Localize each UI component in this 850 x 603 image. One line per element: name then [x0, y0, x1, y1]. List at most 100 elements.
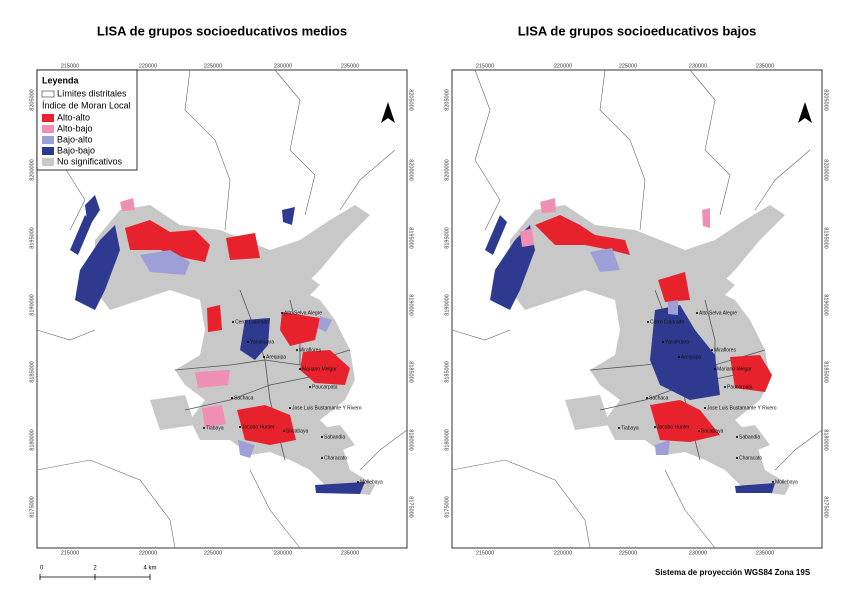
place-label: Jose Luis Bustamante Y Rivero	[292, 405, 362, 411]
y-coord-label: 8190000	[408, 294, 414, 315]
legend-label: Alto-bajo	[57, 123, 93, 133]
place-dot	[724, 386, 726, 388]
y-coord-label: 8185000	[444, 361, 450, 382]
place-dot	[736, 436, 738, 438]
place-label: Paucarpata	[312, 384, 338, 390]
place-label: Characato	[324, 455, 347, 461]
y-coord-label: 8175000	[444, 496, 450, 517]
y-coord-label: 8185000	[823, 361, 829, 382]
place-label: Cerro Colorado	[235, 319, 269, 325]
y-coord-label: 8200000	[408, 159, 414, 180]
x-coord-label: 215000	[61, 63, 79, 69]
y-coord-label: 8180000	[823, 429, 829, 450]
place-dot	[772, 481, 774, 483]
scale-bar	[39, 574, 151, 580]
place-label: Tiabaya	[206, 425, 224, 431]
place-dot	[231, 397, 233, 399]
place-dot	[647, 321, 649, 323]
legend-label: Límites distritales	[57, 88, 127, 98]
lisa-clusters	[485, 198, 775, 493]
x-coord-label: 230000	[274, 550, 292, 556]
place-dot	[698, 430, 700, 432]
y-coord-label: 8180000	[444, 429, 450, 450]
place-dot	[654, 426, 656, 428]
legend: Leyenda Límites distritales Índice de Mo…	[36, 69, 138, 171]
y-coord-label: 8205000	[444, 89, 450, 110]
place-dot	[203, 427, 205, 429]
place-label: Cerro Colorado	[650, 319, 684, 325]
place-label: Jose Luis Bustamante Y Rivero	[707, 405, 777, 411]
y-coord-label: 8175000	[29, 496, 35, 517]
place-label: Paucarpata	[727, 384, 753, 390]
legend-subtitle: Índice de Moran Local	[42, 100, 131, 110]
y-coord-label: 8180000	[408, 429, 414, 450]
place-dot	[646, 397, 648, 399]
scale-label: 0	[40, 566, 44, 572]
place-dot	[662, 341, 664, 343]
legend-swatch	[42, 125, 54, 133]
y-coord-label: 8180000	[29, 429, 35, 450]
legend-title: Leyenda	[42, 75, 80, 85]
place-dot	[296, 349, 298, 351]
place-label: Jacobo Hunter	[657, 424, 690, 430]
legend-label: Bajo-bajo	[57, 145, 95, 155]
y-coord-label: 8185000	[29, 361, 35, 382]
x-coord-label: 220000	[554, 63, 572, 69]
place-label: Yanahuara	[665, 339, 689, 345]
y-coord-label: 8205000	[408, 89, 414, 110]
y-coord-label: 8190000	[29, 294, 35, 315]
place-label: Alto Selva Alegre	[284, 310, 322, 316]
x-coord-label: 220000	[139, 550, 157, 556]
legend-label: No significativos	[57, 156, 123, 166]
place-label: Jacobo Hunter	[242, 424, 275, 430]
scale-label: 2	[93, 566, 97, 572]
place-dot	[357, 481, 359, 483]
map-title: LISA de grupos socioeducativos bajos	[518, 23, 757, 38]
place-label: Mariano Melgar	[717, 366, 752, 372]
place-label: Socabaya	[286, 428, 308, 434]
place-dot	[321, 457, 323, 459]
x-coord-label: 215000	[476, 63, 494, 69]
place-dot	[696, 312, 698, 314]
place-dot	[263, 356, 265, 358]
place-label: Arequipa	[266, 354, 286, 360]
place-dot	[239, 426, 241, 428]
place-label: Sachaca	[649, 395, 669, 401]
y-coord-label: 8190000	[444, 294, 450, 315]
y-coord-label: 8205000	[29, 89, 35, 110]
legend-swatch	[41, 90, 55, 98]
x-coord-label: 230000	[274, 63, 292, 69]
place-dot	[711, 349, 713, 351]
y-coord-label: 8195000	[29, 227, 35, 248]
x-coord-label: 225000	[619, 550, 637, 556]
x-coord-label: 215000	[476, 550, 494, 556]
place-label: Miraflores	[299, 347, 321, 353]
place-dot	[247, 341, 249, 343]
place-label: Arequipa	[681, 354, 701, 360]
right-map	[451, 69, 823, 549]
y-coord-label: 8200000	[823, 159, 829, 180]
place-label: Sabandia	[324, 434, 345, 440]
place-label: Mariano Melgar	[302, 366, 337, 372]
y-coord-label: 8195000	[823, 227, 829, 248]
x-coord-label: 235000	[756, 550, 774, 556]
x-coord-label: 220000	[139, 63, 157, 69]
legend-swatch	[42, 158, 54, 166]
place-dot	[704, 407, 706, 409]
place-dot	[283, 430, 285, 432]
place-label: Miraflores	[714, 347, 736, 353]
place-dot	[736, 457, 738, 459]
y-coord-label: 8190000	[823, 294, 829, 315]
projection-note: Sistema de proyección WGS84 Zona 19S	[655, 568, 811, 577]
place-dot	[281, 312, 283, 314]
place-label: Tiabaya	[621, 425, 639, 431]
place-label: Mollebaya	[360, 479, 383, 485]
legend-label: Bajo-alto	[57, 134, 93, 144]
place-label: Alto Selva Alegre	[699, 310, 737, 316]
legend-label: Alto-alto	[57, 112, 90, 122]
y-coord-label: 8195000	[444, 227, 450, 248]
place-label: Sabandia	[739, 434, 760, 440]
map-title: LISA de grupos socioeducativos medios	[97, 23, 347, 38]
place-label: Sachaca	[234, 395, 254, 401]
